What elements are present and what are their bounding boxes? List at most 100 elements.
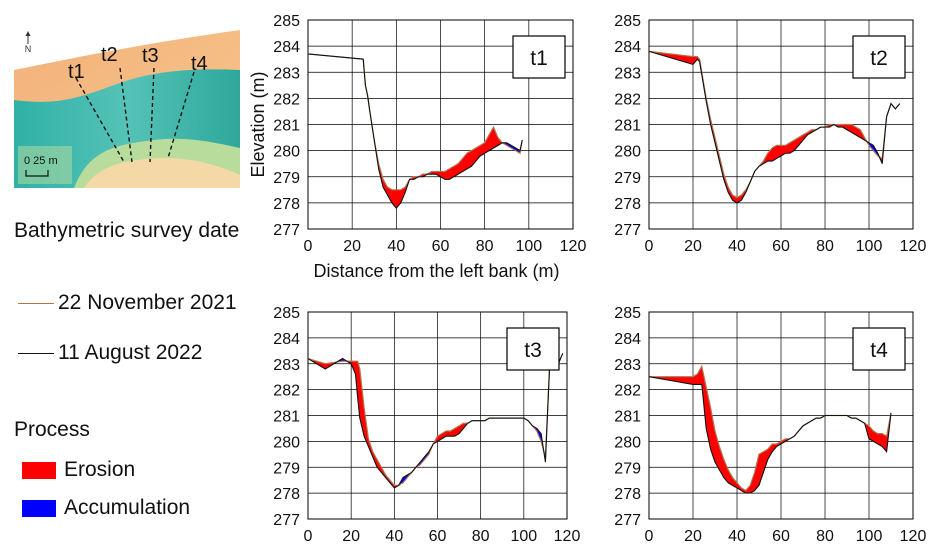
legend-label-erosion: Erosion [64,458,136,481]
erosion-swatch [22,461,56,479]
xtick-label-t1: 60 [432,238,450,255]
xtick-label-t3: 60 [429,528,447,545]
map-scale-bar: 0 25 m [18,146,72,184]
map-label-t1: t1 [68,61,85,83]
xtick-label-t1: 80 [476,238,494,255]
xtick-label-t4: 80 [816,528,834,545]
ytick-label-t4: 284 [614,331,641,348]
xtick-label-t3: 0 [304,528,313,545]
ytick-label-t4: 281 [614,409,641,426]
xtick-label-t1: 20 [343,238,361,255]
north-label: N [25,44,32,54]
ytick-label-t3: 282 [273,383,300,400]
xtick-label-t4: 0 [645,528,654,545]
xtick-label-t3: 20 [342,528,360,545]
legend-label-nov2021: 22 November 2021 [58,291,237,314]
panel-label-t2: t2 [870,47,888,70]
xtick-label-t2: 60 [772,238,790,255]
legend-item-nov2021: 22 November 2021 [18,290,237,316]
map-label-t2: t2 [101,44,118,66]
erosion-area-t3 [445,430,451,437]
series-line-aug2022-t3 [307,353,564,489]
ytick-label-t4: 283 [614,357,641,374]
series-line-nov2021-t2 [648,50,901,199]
scale-label: 0 25 m [24,155,58,167]
xtick-label-t3: 100 [510,528,537,545]
xtick-label-t1: 40 [387,238,405,255]
map-label-t3: t3 [142,45,159,67]
panel-label-t1: t1 [530,47,548,70]
ytick-label-t1: 277 [273,222,300,239]
xtick-label-t2: 120 [900,238,927,255]
legend-item-aug2022: 11 August 2022 [18,340,202,366]
process-title: Process [14,418,90,441]
ytick-label-t3: 281 [273,409,300,426]
panel-label-t4: t4 [870,339,888,362]
legend-line-aug2022 [18,352,54,354]
ytick-label-t4: 278 [614,486,641,503]
xtick-label-t4: 60 [772,528,790,545]
ytick-label-t2: 285 [614,13,641,30]
ytick-label-t1: 279 [273,170,300,187]
ytick-label-t3: 285 [273,305,300,322]
ytick-label-t3: 279 [273,460,300,477]
panel-label-box-t3 [506,327,560,371]
series-line-aug2022-t1 [307,53,523,209]
xtick-label-t4: 20 [684,528,702,545]
map-sandbar [84,157,240,188]
xtick-label-t2: 20 [684,238,702,255]
panel-label-t3: t3 [524,339,542,362]
ytick-label-t4: 280 [614,434,641,451]
x-axis-label-t1: Distance from the left bank (m) [313,261,559,281]
xtick-label-t3: 40 [385,528,403,545]
series-line-aug2022-t2 [648,50,901,204]
legend-item-erosion: Erosion [18,457,135,483]
ytick-label-t4: 279 [614,460,641,477]
ytick-label-t1: 278 [273,196,300,213]
ytick-label-t1: 283 [273,65,300,82]
xtick-label-t2: 80 [816,238,834,255]
ytick-label-t2: 281 [614,118,641,135]
ytick-label-t3: 280 [273,434,300,451]
ytick-label-t3: 278 [273,486,300,503]
xtick-label-t2: 100 [856,238,883,255]
north-arrow-icon: N [25,31,32,54]
ytick-label-t2: 282 [614,91,641,108]
legend-item-accumulation: Accumulation [18,495,190,521]
accumulation-swatch [22,499,56,517]
ytick-label-t4: 285 [614,305,641,322]
panel-label-box-t1 [512,35,566,79]
legend-title: Bathymetric survey date [14,219,240,242]
ytick-label-t3: 284 [273,331,300,348]
xtick-label-t3: 80 [472,528,490,545]
xtick-label-t2: 0 [645,238,654,255]
ytick-label-t2: 279 [614,170,641,187]
xtick-label-t2: 40 [728,238,746,255]
map-label-t4: t4 [191,53,208,75]
ytick-label-t1: 285 [273,13,300,30]
ytick-label-t4: 277 [614,512,641,529]
ytick-label-t2: 277 [614,222,641,239]
ytick-label-t1: 284 [273,39,300,56]
panel-label-box-t4 [852,327,906,371]
ytick-label-t3: 283 [273,357,300,374]
ytick-label-t1: 280 [273,144,300,161]
ytick-label-t1: 281 [273,118,300,135]
legend-label-aug2022: 11 August 2022 [58,341,203,364]
xtick-label-t1: 100 [515,238,542,255]
ytick-label-t2: 280 [614,144,641,161]
series-line-aug2022-t4 [648,376,892,494]
legend-label-accumulation: Accumulation [64,496,191,519]
legend-line-nov2021 [18,302,54,304]
xtick-label-t3: 120 [554,528,581,545]
y-axis-label-t1: Elevation (m) [248,71,268,177]
panel-label-box-t2 [852,35,906,79]
ytick-label-t3: 277 [273,512,300,529]
xtick-label-t4: 120 [900,528,927,545]
ytick-label-t2: 284 [614,39,641,56]
ytick-label-t1: 282 [273,91,300,108]
xtick-label-t4: 100 [856,528,883,545]
xtick-label-t1: 120 [560,238,587,255]
transect-map: N t1 t2 t3 t4 0 25 m [14,30,240,188]
